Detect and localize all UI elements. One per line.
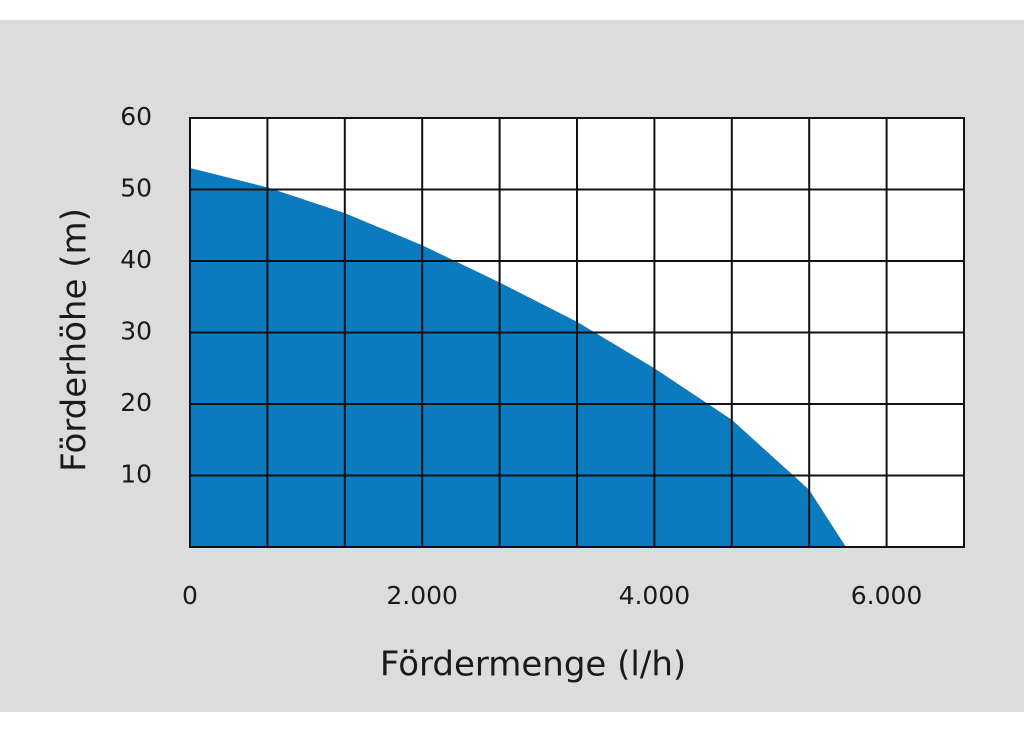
- y-tick-label: 10: [120, 460, 152, 489]
- y-tick-label: 50: [120, 174, 152, 203]
- area: [190, 168, 846, 548]
- x-tick-label: 6.000: [851, 581, 923, 610]
- y-tick-label: 60: [120, 102, 152, 131]
- y-tick-label: 30: [120, 317, 152, 346]
- x-tick-label: 0: [182, 581, 198, 610]
- y-tick-label: 40: [120, 245, 152, 274]
- y-tick-label: 20: [120, 388, 152, 417]
- y-axis-label: Förderhöhe (m): [55, 208, 95, 472]
- plot-frame: [189, 117, 965, 548]
- x-tick-label: 4.000: [619, 581, 691, 610]
- x-tick-label: 2.000: [386, 581, 458, 610]
- x-axis-label: Fördermenge (l/h): [380, 645, 686, 685]
